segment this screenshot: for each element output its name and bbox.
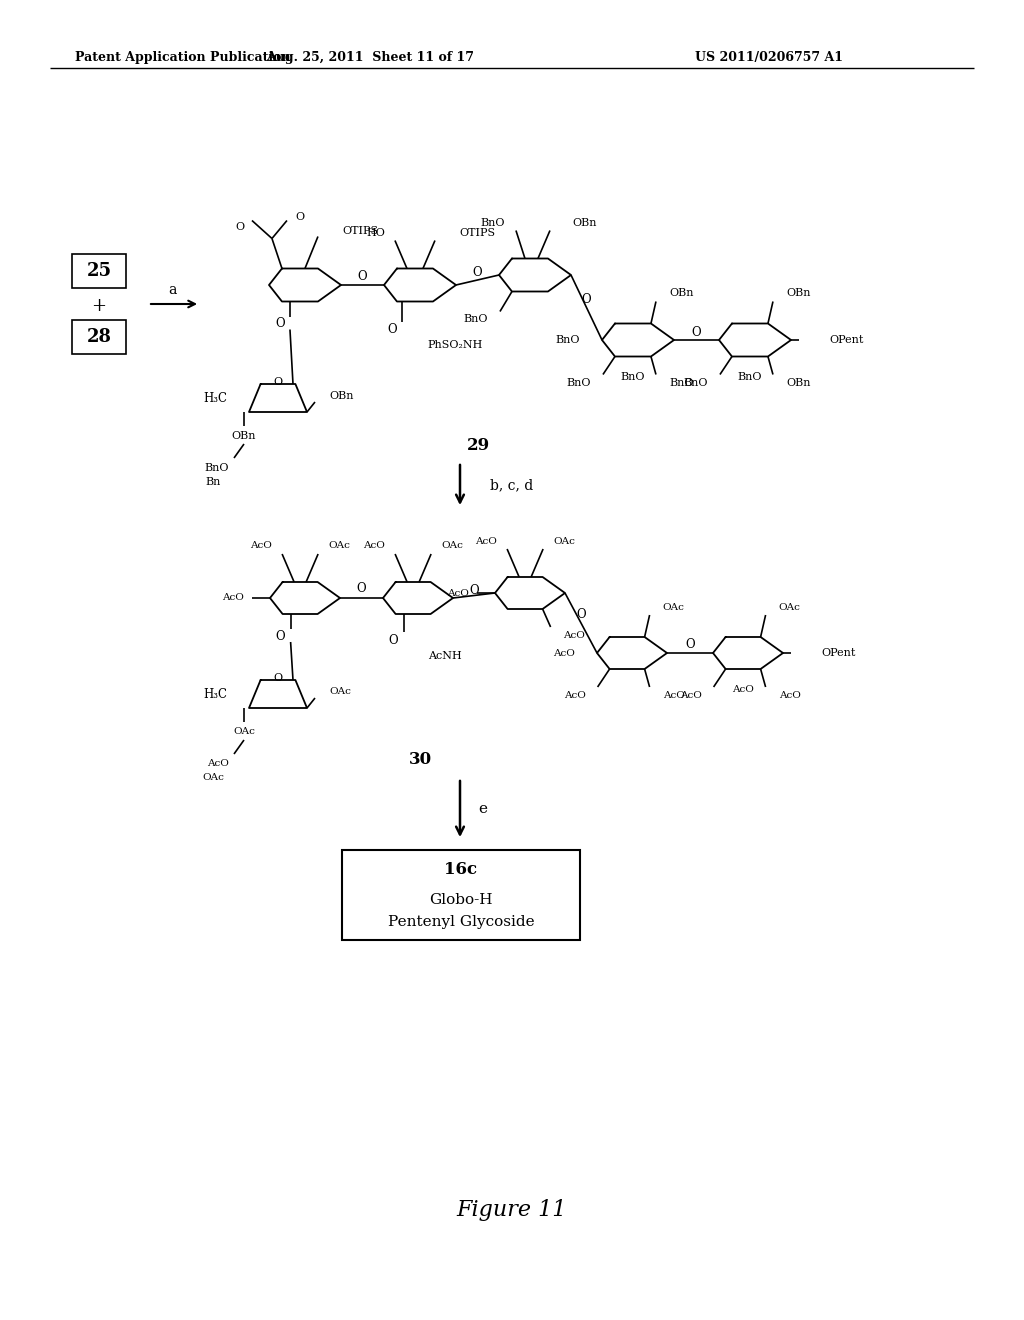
Text: BnO: BnO	[480, 218, 505, 227]
Text: AcO: AcO	[553, 648, 575, 657]
Text: O: O	[691, 326, 701, 338]
Text: AcO: AcO	[364, 541, 385, 550]
Text: OAc: OAc	[233, 727, 255, 737]
Text: O: O	[469, 583, 479, 597]
Text: US 2011/0206757 A1: US 2011/0206757 A1	[695, 50, 843, 63]
Text: O: O	[577, 609, 586, 622]
Text: AcO: AcO	[680, 690, 701, 700]
Text: OBn: OBn	[329, 391, 353, 401]
Text: OAc: OAc	[328, 541, 350, 550]
Text: HO: HO	[367, 227, 385, 238]
Text: O: O	[356, 582, 367, 595]
Text: Globo-H: Globo-H	[429, 894, 493, 907]
Text: O: O	[387, 323, 396, 337]
Text: AcO: AcO	[562, 631, 585, 639]
Text: OTIPS: OTIPS	[459, 227, 495, 238]
Text: H₃C: H₃C	[203, 392, 227, 404]
Text: OAc: OAc	[663, 602, 684, 611]
Text: AcO: AcO	[778, 690, 801, 700]
Text: OBn: OBn	[786, 289, 810, 298]
Text: OAc: OAc	[202, 774, 224, 783]
Text: OBn: OBn	[231, 432, 256, 441]
Text: AcO: AcO	[250, 541, 272, 550]
Text: Pentenyl Glycoside: Pentenyl Glycoside	[388, 915, 535, 929]
Text: BnO: BnO	[669, 378, 693, 388]
Text: BnO: BnO	[555, 335, 580, 345]
Text: BnO: BnO	[566, 378, 591, 388]
Text: 29: 29	[467, 437, 489, 454]
Text: O: O	[685, 639, 695, 652]
Bar	[342, 850, 580, 940]
Text: OPent: OPent	[829, 335, 863, 345]
Text: a: a	[168, 282, 176, 297]
Text: +: +	[91, 297, 106, 315]
Text: 30: 30	[409, 751, 431, 768]
Text: AcNH: AcNH	[428, 651, 462, 661]
Text: O: O	[275, 317, 285, 330]
Text: Bn: Bn	[206, 477, 221, 487]
Text: O: O	[473, 265, 482, 279]
Text: AcO: AcO	[564, 690, 586, 700]
Text: O: O	[295, 211, 304, 222]
Text: BnO: BnO	[205, 463, 229, 473]
Text: BnO: BnO	[464, 314, 488, 325]
Text: O: O	[273, 673, 283, 682]
Text: BnO: BnO	[621, 371, 645, 381]
Text: 28: 28	[86, 327, 112, 346]
Text: Patent Application Publication: Patent Application Publication	[75, 50, 291, 63]
Text: Figure 11: Figure 11	[457, 1199, 567, 1221]
Text: O: O	[273, 378, 283, 387]
Text: O: O	[275, 630, 286, 643]
Bar	[72, 319, 126, 354]
Text: Aug. 25, 2011  Sheet 11 of 17: Aug. 25, 2011 Sheet 11 of 17	[266, 50, 474, 63]
Text: AcO: AcO	[663, 690, 684, 700]
Text: b, c, d: b, c, d	[490, 478, 534, 492]
Text: O: O	[236, 222, 245, 231]
Text: OBn: OBn	[786, 378, 810, 388]
Text: OAc: OAc	[778, 602, 801, 611]
Text: 25: 25	[86, 261, 112, 280]
Text: OAc: OAc	[441, 541, 463, 550]
Text: AcO: AcO	[732, 685, 754, 693]
Text: 16c: 16c	[444, 862, 477, 879]
Text: BnO: BnO	[683, 378, 708, 388]
Text: OBn: OBn	[572, 218, 596, 227]
Text: OAc: OAc	[553, 536, 574, 545]
Text: O: O	[582, 293, 591, 306]
Text: O: O	[357, 269, 368, 282]
Bar	[72, 253, 126, 288]
Text: BnO: BnO	[737, 371, 762, 381]
Text: O: O	[389, 634, 398, 647]
Text: OAc: OAc	[329, 688, 351, 697]
Text: OBn: OBn	[669, 289, 693, 298]
Text: AcO: AcO	[222, 594, 244, 602]
Text: AcO: AcO	[207, 759, 229, 767]
Text: OTIPS: OTIPS	[342, 226, 378, 235]
Text: AcO: AcO	[475, 536, 497, 545]
Text: PhSO₂NH: PhSO₂NH	[427, 341, 482, 351]
Text: e: e	[478, 803, 487, 816]
Text: H₃C: H₃C	[203, 688, 227, 701]
Text: OPent: OPent	[821, 648, 855, 657]
Text: AcO: AcO	[447, 589, 469, 598]
